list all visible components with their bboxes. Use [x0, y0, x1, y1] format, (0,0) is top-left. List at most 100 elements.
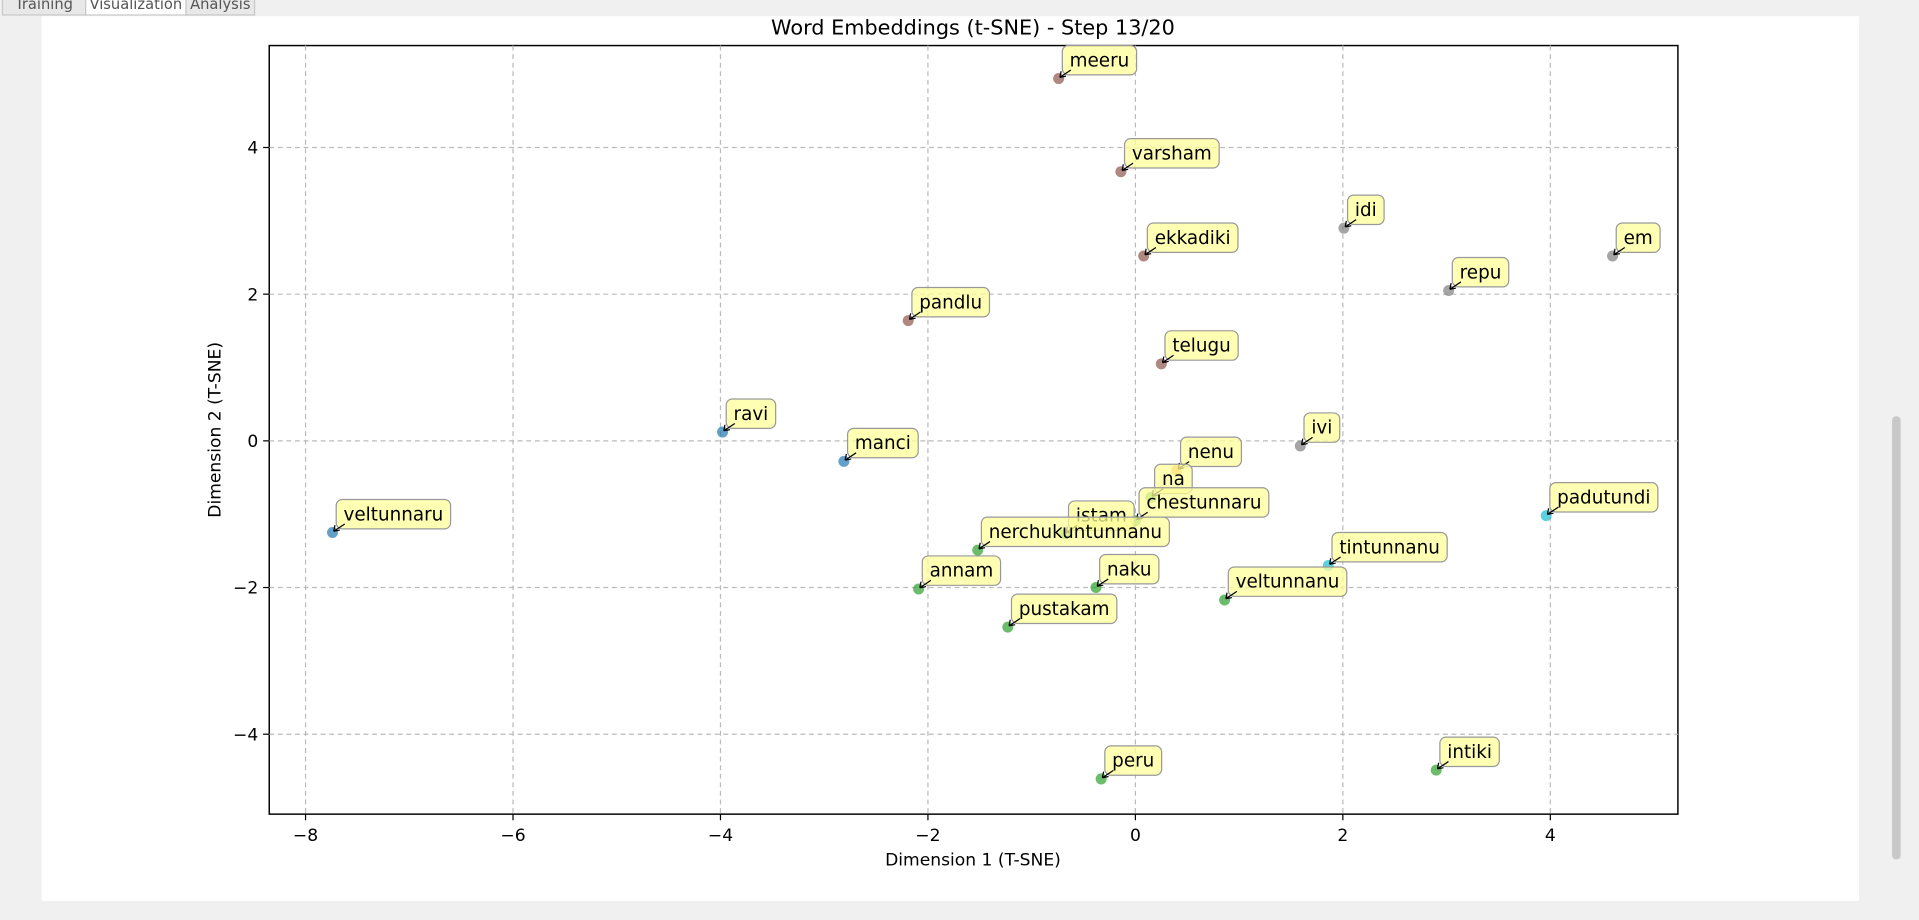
annotation: veltunnaru [333, 498, 452, 532]
point [717, 426, 729, 438]
label-box [1451, 256, 1510, 288]
point [1090, 582, 1102, 594]
label-box [335, 498, 452, 530]
label-box [1346, 194, 1385, 226]
label-box [1099, 553, 1160, 585]
point [972, 544, 984, 556]
label-box [1549, 482, 1659, 513]
label-box [846, 427, 919, 459]
label-box [1615, 222, 1661, 253]
arrow [844, 452, 857, 461]
tab-label[interactable]: Analysis [190, 0, 250, 13]
point [1095, 773, 1107, 785]
point-label: veltunnaru [344, 504, 444, 525]
y-axis-label: Dimension 2 (T-SNE) [205, 342, 225, 518]
arrow [1328, 556, 1341, 565]
y-tick-label: 0 [247, 432, 258, 452]
point [1002, 621, 1014, 633]
point [1053, 73, 1065, 85]
annotation: manci [844, 427, 919, 461]
arrow [908, 311, 921, 320]
y-tick-label: 2 [247, 285, 258, 305]
label-box [1104, 745, 1163, 776]
label-box [1123, 138, 1220, 169]
y-tick-label: 4 [247, 139, 258, 159]
arrow [919, 579, 932, 589]
arrow [333, 523, 346, 532]
point [1443, 285, 1455, 297]
label-box [1331, 531, 1448, 563]
annotation: ivi [1300, 412, 1341, 446]
point-label: ivi [1311, 418, 1332, 439]
point-label: veltunnanu [1236, 572, 1340, 593]
point-label: em [1624, 228, 1653, 249]
arrow [1546, 506, 1559, 516]
annotation: repu [1449, 256, 1510, 290]
point-label: idi [1355, 200, 1377, 221]
x-axis-label: Dimension 1 (T-SNE) [885, 851, 1061, 871]
x-tick-label: 0 [1130, 826, 1141, 846]
point [327, 527, 339, 539]
annotation: chestunnaru [1136, 487, 1270, 521]
annotation: em [1613, 222, 1661, 256]
point [1138, 250, 1150, 262]
point-label: annam [930, 561, 994, 582]
point [902, 315, 914, 327]
tab-label[interactable]: Visualization [90, 0, 183, 13]
point-label: naku [1107, 559, 1152, 580]
x-tick-label: −4 [708, 826, 733, 846]
point-label: intiki [1447, 742, 1492, 763]
annotation: varsham [1121, 138, 1220, 172]
arrow [1436, 761, 1449, 770]
label-box [911, 286, 991, 318]
arrow [723, 422, 736, 432]
arrow [1059, 69, 1072, 78]
annotation: ravi [723, 398, 777, 432]
point-label: tintunnanu [1339, 537, 1439, 558]
y-tick-label: −2 [233, 579, 258, 599]
label-box [921, 555, 1002, 586]
chart-title: Word Embeddings (t-SNE) - Step 13/20 [771, 16, 1175, 40]
arrow [1096, 578, 1109, 587]
annotation: ekkadiki [1144, 222, 1239, 256]
point-label: pustakam [1019, 599, 1110, 620]
x-tick-label: −2 [915, 826, 940, 846]
label-box [1146, 222, 1239, 253]
annotation: padutundi [1546, 482, 1659, 516]
point [1115, 166, 1127, 178]
tab[interactable] [185, 0, 256, 16]
annotation: pustakam [1008, 593, 1118, 627]
annotation: na [1151, 463, 1193, 497]
point [1430, 764, 1442, 776]
point-label: padutundi [1557, 487, 1650, 508]
point [1607, 250, 1619, 262]
label-box [1164, 330, 1239, 361]
annotation: nerchukuntunnanu [978, 516, 1170, 550]
arrow [1449, 281, 1462, 290]
point [838, 455, 850, 467]
point-label: telugu [1172, 336, 1230, 357]
annotation: peru [1101, 745, 1163, 779]
x-tick-label: −6 [500, 826, 525, 846]
arrow [1121, 162, 1134, 172]
point-label: ravi [734, 404, 769, 425]
arrow [1101, 769, 1114, 779]
scrollbar[interactable] [1892, 416, 1901, 860]
label-box [1439, 736, 1500, 768]
annotation: intiki [1436, 736, 1500, 770]
label-box [1010, 593, 1118, 625]
annotation: veltunnanu [1225, 566, 1348, 600]
point [913, 583, 925, 595]
label-box [725, 398, 777, 429]
annotation: tintunnanu [1328, 531, 1448, 565]
arrow [1144, 246, 1157, 256]
label-box [1138, 487, 1270, 518]
label-box [980, 516, 1170, 548]
annotation: idi [1344, 194, 1385, 228]
point-label: na [1162, 469, 1185, 490]
point-label: nenu [1188, 442, 1234, 463]
tab-label[interactable]: Training [14, 0, 73, 13]
y-tick-label: −4 [233, 725, 258, 745]
arrow [1300, 436, 1313, 446]
